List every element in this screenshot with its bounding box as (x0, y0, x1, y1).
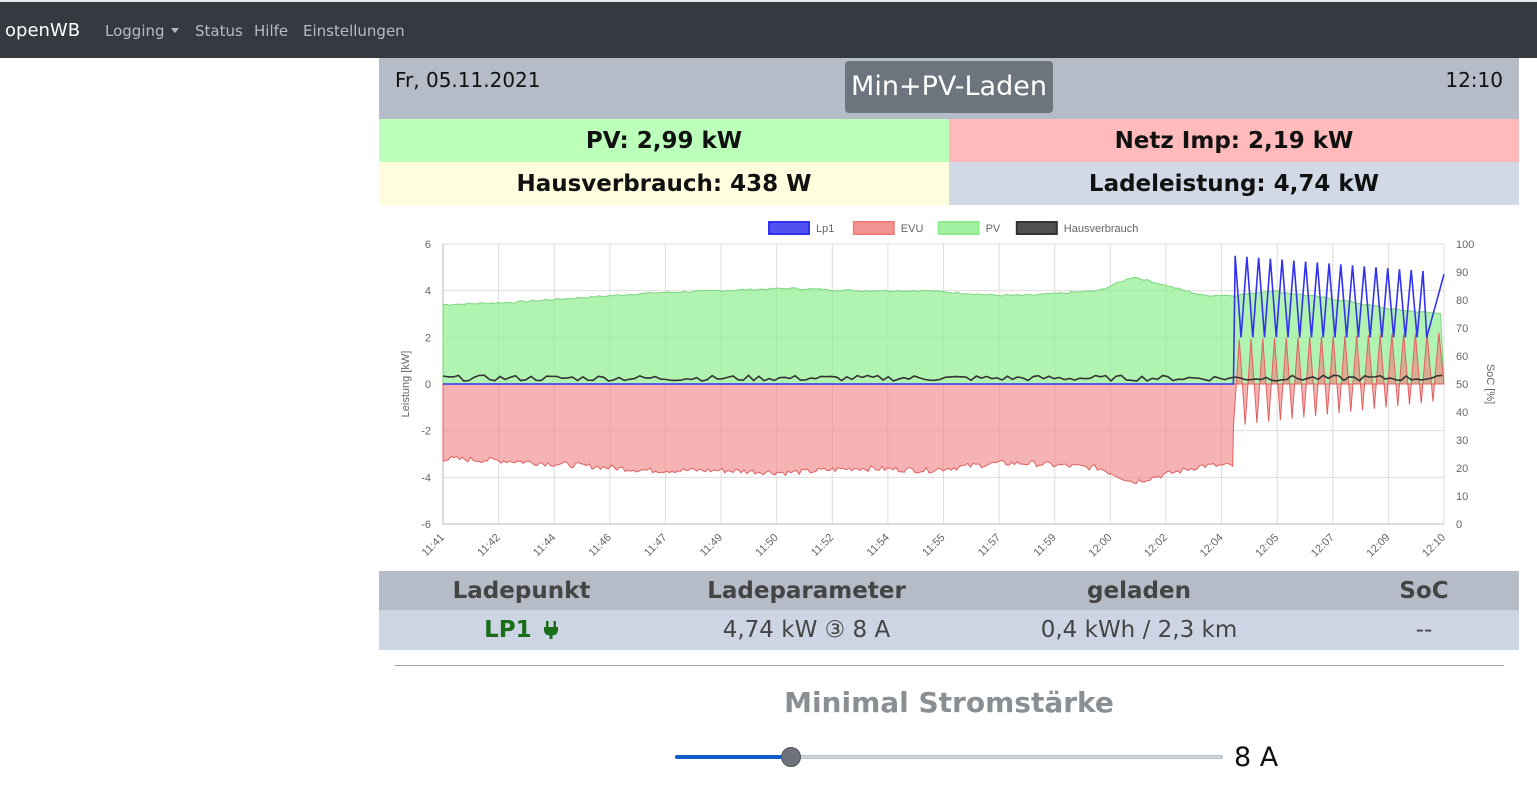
x-tick-label: 11:44 (531, 532, 558, 559)
table-header: Ladepunkt Ladeparameter geladen SoC (379, 571, 1519, 610)
y-tick-label: 0 (425, 379, 431, 391)
x-tick-label: 11:46 (587, 532, 614, 559)
legend-swatch (1015, 221, 1058, 235)
y2-tick-label: 80 (1456, 295, 1468, 307)
legend-swatch (768, 221, 810, 235)
y-tick-label: -2 (421, 426, 431, 438)
min-strom-title: Minimal Stromstärke (784, 686, 1114, 719)
x-tick-label: 12:09 (1365, 532, 1393, 560)
ladepunkt-table: Ladepunkt Ladeparameter geladen SoC LP1 … (379, 571, 1519, 650)
y2-tick-label: 30 (1456, 435, 1468, 447)
pv-tile: PV: 2,99 kW (379, 119, 949, 162)
power-chart: 6 4 2 0 -2 -4 -6 100 90 80 70 60 50 40 30 20 10 0 11:41 11:… (379, 210, 1519, 570)
y2-tick-label: 70 (1456, 323, 1468, 335)
legend-label: EVU (901, 223, 924, 235)
legend-swatch (937, 221, 980, 235)
netz-tile: Netz Imp: 2,19 kW (949, 119, 1519, 162)
table-row[interactable]: LP1 4,74 kW ③ 8 A 0,4 kWh / 2,3 km -- (379, 610, 1519, 650)
y2-axis-title: SoC [%] (1484, 364, 1496, 404)
x-tick-label: 11:57 (976, 532, 1003, 559)
y-tick-label: -6 (421, 519, 431, 531)
y2-tick-label: 90 (1456, 267, 1468, 279)
nav-status[interactable]: Status (195, 22, 243, 40)
ladeparameter-value: 4,74 kW ③ 8 A (722, 617, 891, 643)
x-tick-label: 12:00 (1087, 532, 1115, 560)
hausverbrauch-tile: Hausverbrauch: 438 W (379, 162, 949, 205)
divider (395, 665, 1504, 666)
legend-label: PV (986, 223, 1001, 235)
legend-label: Hausverbrauch (1064, 223, 1139, 235)
header-ladeparameter: Ladeparameter (707, 578, 906, 604)
legend-label: Lp1 (816, 223, 834, 235)
brand-logo[interactable]: openWB (5, 20, 81, 41)
y2-tick-label: 10 (1456, 491, 1468, 503)
plug-icon (543, 621, 558, 639)
navbar: openWB Logging Status Hilfe Einstellunge… (0, 0, 1537, 58)
y2-tick-label: 0 (1456, 519, 1462, 531)
y2-tick-label: 50 (1456, 379, 1468, 391)
header-ladepunkt: Ladepunkt (452, 578, 591, 604)
nav-logging-label: Logging (105, 22, 165, 40)
caret-down-icon (170, 28, 179, 33)
x-tick-label: 12:04 (1198, 532, 1226, 560)
x-tick-label: 12:02 (1142, 532, 1170, 560)
x-tick-label: 12:07 (1309, 532, 1337, 560)
min-strom-slider[interactable] (675, 747, 1223, 767)
time-display: 12:10 (1445, 68, 1503, 92)
pv-series-area (442, 276, 1445, 385)
lp1-label: LP1 (484, 617, 532, 643)
x-tick-label: 11:54 (865, 532, 892, 559)
header-geladen: geladen (1087, 578, 1191, 604)
y-axis-title: Leistung [kW] (400, 351, 412, 418)
x-tick-label: 12:05 (1253, 532, 1281, 560)
x-tick-label: 11:42 (475, 532, 502, 559)
nav-hilfe[interactable]: Hilfe (254, 22, 289, 40)
slider-fill (675, 755, 791, 759)
x-tick-label: 12:10 (1420, 532, 1448, 560)
x-tick-label: 11:55 (920, 532, 947, 559)
y-tick-label: 4 (425, 286, 431, 298)
nav-einstellungen[interactable]: Einstellungen (303, 22, 405, 40)
x-tick-label: 11:59 (1031, 532, 1058, 559)
slider-thumb[interactable] (781, 747, 802, 767)
soc-value: -- (1415, 617, 1433, 643)
lp1-series-line (443, 255, 1445, 385)
x-tick-label: 11:47 (642, 532, 669, 559)
nav-logging[interactable]: Logging (105, 22, 179, 40)
y2-tick-label: 100 (1456, 239, 1474, 251)
lp1-cell[interactable]: LP1 (379, 610, 664, 651)
overview-panel: Fr, 05.11.2021 Min+PV-Laden 12:10 PV: 2,… (379, 58, 1519, 205)
y-tick-label: 6 (425, 239, 431, 251)
y-tick-label: 2 (425, 332, 431, 344)
charge-mode-button[interactable]: Min+PV-Laden (845, 61, 1053, 113)
y2-tick-label: 40 (1456, 407, 1468, 419)
date-display: Fr, 05.11.2021 (395, 68, 541, 92)
hausverbrauch-series-line (442, 374, 1443, 382)
x-tick-label: 11:50 (753, 532, 780, 559)
ladeleistung-tile: Ladeleistung: 4,74 kW (949, 162, 1519, 205)
legend-swatch (852, 221, 895, 235)
y2-tick-label: 60 (1456, 351, 1468, 363)
date-bar: Fr, 05.11.2021 Min+PV-Laden 12:10 (379, 58, 1519, 119)
geladen-value: 0,4 kWh / 2,3 km (1040, 617, 1238, 643)
y2-tick-label: 20 (1456, 463, 1468, 475)
evu-series-area (442, 332, 1445, 485)
x-tick-label: 11:49 (698, 532, 725, 559)
x-tick-label: 11:52 (809, 532, 836, 559)
x-tick-label: 11:41 (420, 532, 447, 559)
header-soc: SoC (1399, 578, 1449, 604)
y-tick-label: -4 (421, 472, 431, 484)
min-strom-value: 8 A (1234, 742, 1279, 773)
